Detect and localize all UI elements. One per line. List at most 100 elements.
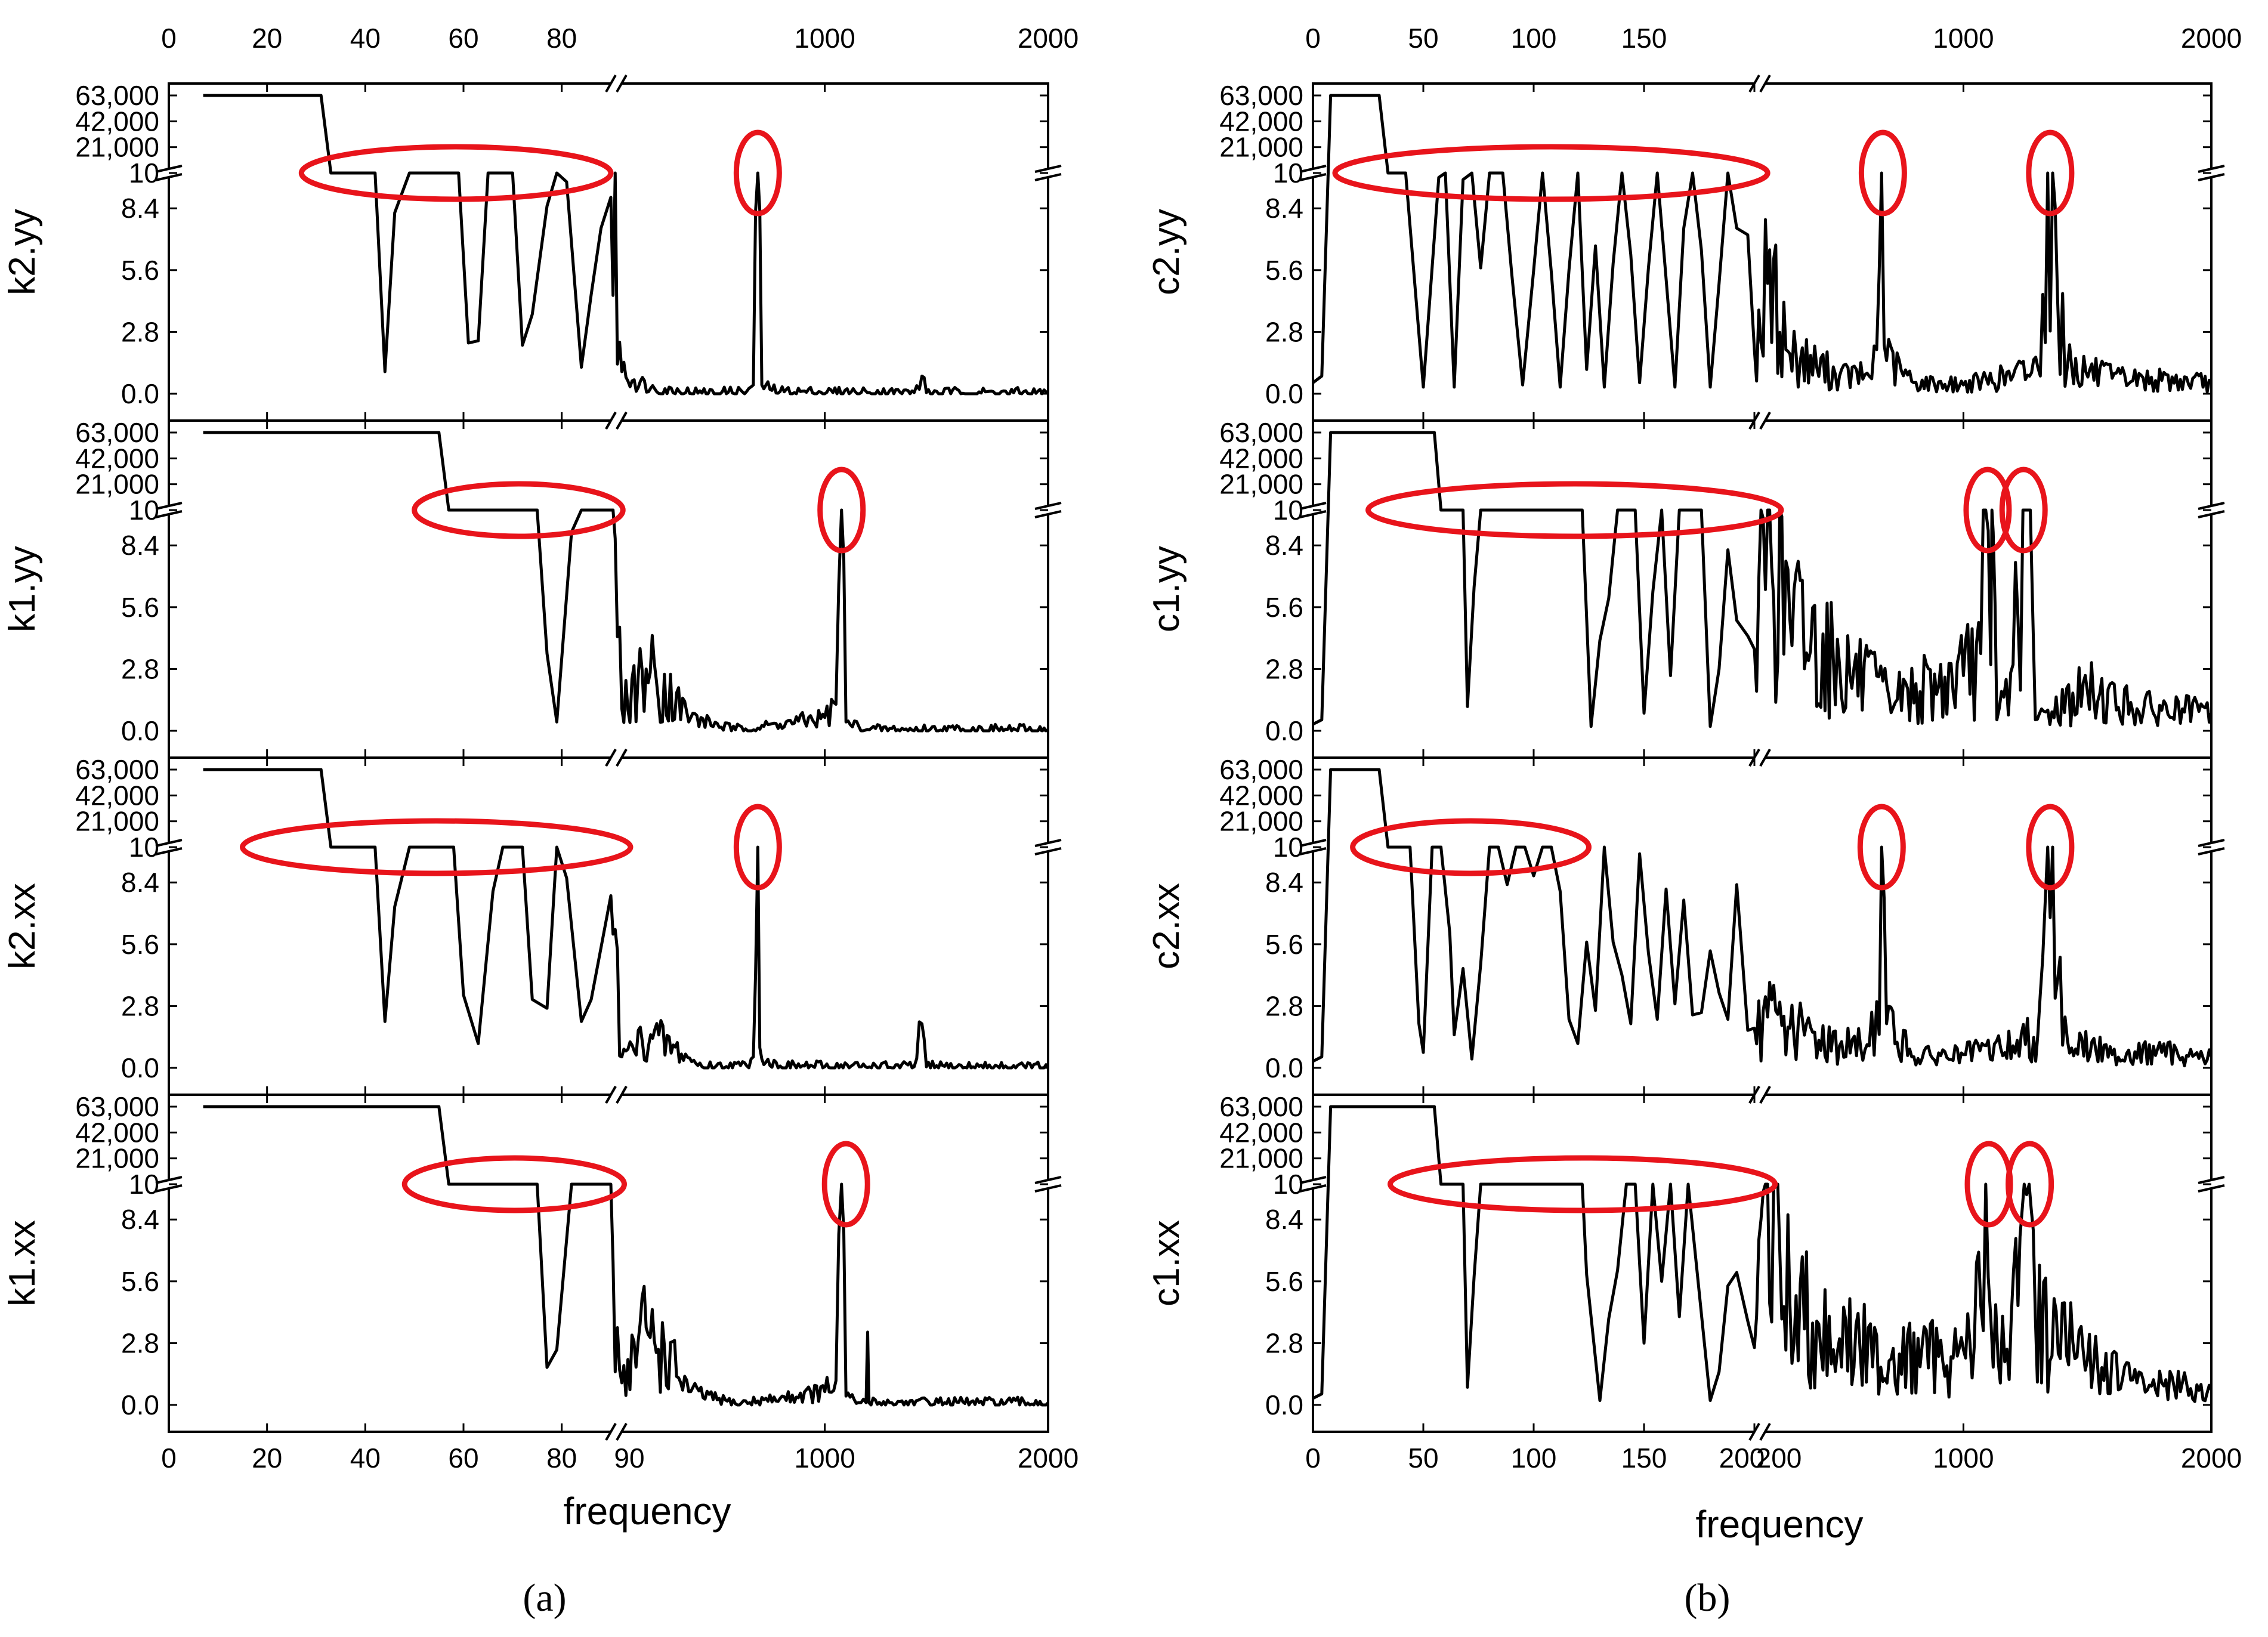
y-tick-label: 5.6 [1265,255,1303,286]
y-tick-label: 10 [129,832,159,863]
x-break-mark [1759,749,1771,767]
x-break-mark [1759,1423,1771,1441]
top-x-tick-label: 80 [546,23,577,54]
y-break-mark [2198,1176,2225,1184]
y-tick-label: 63,000 [75,80,159,111]
y-tick-label: 42,000 [1219,780,1303,811]
plot-frame [168,82,1049,422]
x-break-mark [605,749,617,767]
y-tick-label: 2.8 [121,653,159,684]
y-tick-label: 2.8 [1265,653,1303,684]
y-axis-label: k2.yy [2,209,43,295]
series-line-k2.xx [203,768,1047,1070]
y-break-mark [2198,165,2225,173]
x-break-mark [1759,412,1771,430]
y-break-mark [1299,502,1327,510]
x-break-gap [611,1092,622,1097]
top-x-tick-label: 50 [1408,23,1438,54]
y-break-mark [1034,510,1062,518]
x-break-mark [616,412,628,430]
y-break-mark [1034,165,1062,173]
top-x-tick-label: 1000 [1933,23,1994,54]
y-tick-label: 42,000 [75,443,159,474]
y-break-mark [1034,839,1062,847]
top-x-tick-label: 40 [350,23,381,54]
top-x-tick-label: 1000 [794,23,855,54]
highlight-ellipse [733,804,782,891]
y-tick-label: 21,000 [75,469,159,500]
panel-a: 63,00042,00021,000108.45.62.80.0k2.yy63,… [2,23,1079,1474]
y-break-mark [2198,839,2225,847]
y-tick-label: 21,000 [1219,1143,1303,1174]
y-tick-label: 21,000 [75,806,159,837]
x-break-gap [611,1429,622,1434]
y-axis-label: c2.xx [1146,883,1187,969]
series-line-k2.yy [203,94,1047,396]
y-tick-label: 0.0 [1265,1389,1303,1420]
bottom-x-tick-label: 40 [350,1443,381,1474]
series-line-c2.xx [1314,768,2210,1068]
y-axis-label: c1.xx [1146,1220,1187,1306]
y-tick-label: 0.0 [1265,1052,1303,1083]
y-tick-label: 42,000 [75,1117,159,1148]
y-tick-label: 42,000 [1219,443,1303,474]
y-axis-label: k1.xx [2,1220,43,1306]
x-break-gap [611,755,622,760]
y-tick-label: 5.6 [121,255,159,286]
panel-b-label: (b) [1685,1576,1731,1620]
panel-a-label: (a) [523,1576,566,1620]
x-break-gap [1754,755,1765,760]
y-tick-label: 8.4 [121,530,159,561]
y-break-mark [2198,510,2225,518]
y-tick-label: 21,000 [1219,469,1303,500]
bottom-x-tick-label: 100 [1511,1443,1557,1474]
series-line-k1.xx [203,1105,1047,1407]
highlight-ellipse [298,144,614,202]
plot-frame [168,756,1049,1096]
y-tick-label: 63,000 [75,754,159,785]
y-break-mark [155,839,183,847]
highlight-ellipse [240,818,634,876]
y-tick-label: 63,000 [1219,417,1303,448]
highlight-ellipse [2026,129,2075,217]
y-break-mark [1299,165,1327,173]
bottom-x-tick-label: 20 [252,1443,282,1474]
y-tick-label: 8.4 [1265,867,1303,898]
y-break-mark [155,1184,183,1193]
highlight-ellipse [1963,467,2012,554]
y-break-mark [155,173,183,181]
highlight-ellipse [1964,1141,2013,1228]
x-break-mark [616,1086,628,1104]
y-tick-label: 2.8 [121,1327,159,1358]
y-tick-label: 10 [1273,832,1303,863]
y-tick-label: 42,000 [1219,106,1303,137]
x-break-gap [611,418,622,423]
panel-a-xlabel: frequency [563,1490,731,1533]
highlight-ellipse [1350,818,1592,876]
y-tick-label: 21,000 [75,132,159,163]
bottom-x-tick-label: 2000 [1018,1443,1079,1474]
y-tick-label: 2.8 [121,990,159,1021]
y-tick-label: 10 [129,157,159,189]
x-break-mark [605,412,617,430]
y-tick-label: 8.4 [1265,530,1303,561]
y-break-mark [2198,847,2225,855]
y-tick-label: 8.4 [121,193,159,224]
y-tick-label: 5.6 [1265,592,1303,623]
y-tick-label: 21,000 [1219,132,1303,163]
y-tick-label: 42,000 [75,780,159,811]
bottom-x-tick-label: 150 [1621,1443,1667,1474]
top-x-tick-label: 60 [448,23,478,54]
y-tick-label: 0.0 [121,378,159,409]
y-break-mark [155,847,183,855]
y-break-mark [1034,847,1062,855]
y-break-mark [2198,1184,2225,1193]
y-axis-label: k1.yy [2,546,43,632]
y-tick-label: 5.6 [1265,1266,1303,1297]
y-axis-label: c2.yy [1146,209,1187,295]
y-tick-label: 0.0 [121,715,159,746]
y-tick-label: 10 [129,1169,159,1200]
panel-b: 63,00042,00021,000108.45.62.80.0c2.yy63,… [1146,23,2242,1474]
